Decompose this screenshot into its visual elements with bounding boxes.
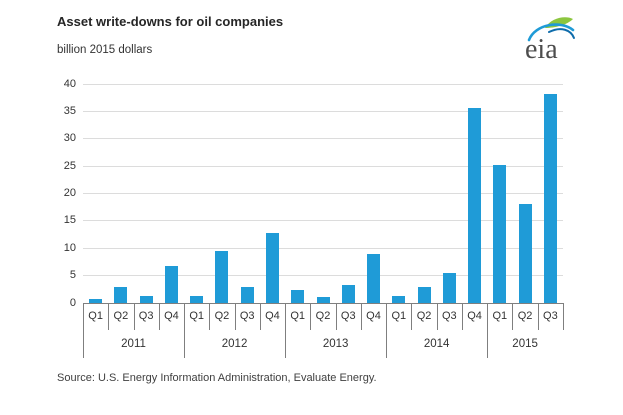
gridline-y-35 [83, 110, 563, 112]
eia-logo: eia [525, 17, 575, 65]
year-label-2014: 2014 [423, 338, 450, 350]
y-axis-tick-label: 35 [63, 104, 76, 117]
quarter-label-2015-Q1: Q1 [492, 310, 508, 322]
year-label-2015: 2015 [512, 338, 538, 350]
quarter-label-2012-Q3: Q3 [239, 310, 255, 322]
quarter-label-2014-Q3: Q3 [441, 310, 457, 322]
quarter-separator [537, 304, 539, 330]
bar-2014-Q1 [392, 296, 406, 303]
chart-units-subtitle: billion 2015 dollars [57, 44, 153, 56]
quarter-separator [234, 304, 236, 330]
bar-2011-Q2 [114, 286, 128, 303]
year-label-2012: 2012 [221, 338, 248, 350]
bar-2012-Q2 [215, 250, 229, 303]
year-group-separator [83, 304, 84, 358]
quarter-separator [259, 304, 261, 330]
quarter-separator [133, 304, 135, 330]
bar-2015-Q2 [518, 204, 532, 303]
quarter-separator [158, 304, 160, 330]
eia-logo-text: eia [525, 34, 558, 65]
bar-2013-Q2 [316, 296, 330, 303]
y-axis-tick-label: 40 [63, 77, 76, 90]
quarter-separator [411, 304, 413, 330]
y-axis-tick-label: 0 [69, 296, 76, 309]
bar-2013-Q1 [291, 289, 305, 303]
quarter-label-2011-Q1: Q1 [88, 310, 103, 322]
quarter-separator [461, 304, 463, 330]
bar-2011-Q4 [164, 266, 178, 303]
eia-logo-swoosh-icon [527, 23, 575, 42]
gridline-y-20 [83, 193, 563, 194]
quarter-label-2015-Q2: Q2 [517, 310, 533, 322]
quarter-label-2015-Q3: Q3 [543, 310, 558, 322]
quarter-separator [563, 304, 564, 330]
y-axis-tick-label: 25 [63, 159, 76, 172]
quarter-label-2013-Q4: Q4 [366, 310, 381, 322]
eia-logo-swoosh2-icon [548, 28, 575, 39]
quarter-label-2011-Q4: Q4 [164, 310, 179, 322]
quarter-label-2013-Q2: Q2 [315, 310, 331, 322]
quarter-label-2014-Q1: Q1 [391, 310, 407, 322]
bar-2012-Q3 [240, 287, 254, 303]
bar-2014-Q3 [442, 273, 456, 303]
bar-2014-Q4 [468, 107, 482, 303]
bar-2013-Q4 [367, 253, 381, 303]
y-axis-tick-label: 20 [63, 187, 76, 199]
year-group-separator [487, 304, 489, 358]
chart-title: Asset write-downs for oil companies [57, 14, 284, 29]
quarter-label-2013-Q3: Q3 [340, 310, 356, 322]
y-axis-tick-label: 10 [63, 241, 76, 254]
bar-2013-Q3 [341, 284, 355, 303]
gridline-y-30 [83, 138, 563, 140]
gridline-y-25 [83, 165, 563, 167]
year-label-2013: 2013 [322, 338, 349, 350]
quarter-label-2013-Q1: Q1 [290, 310, 306, 322]
gridline-y-5 [83, 275, 563, 277]
quarter-label-2011-Q2: Q2 [113, 310, 129, 322]
bar-2011-Q1 [89, 298, 103, 303]
year-group-separator [285, 304, 287, 358]
quarter-label-2012-Q2: Q2 [214, 310, 230, 322]
quarter-separator [512, 304, 514, 330]
year-label-2011: 2011 [121, 338, 146, 350]
source-note: Source: U.S. Energy Information Administ… [57, 372, 377, 384]
quarter-label-2014-Q4: Q4 [467, 310, 482, 322]
x-axis-line [83, 303, 564, 304]
bar-2012-Q1 [190, 295, 204, 303]
quarter-separator [108, 304, 110, 330]
gridline-y-40 [83, 83, 563, 85]
bar-2014-Q2 [417, 287, 431, 303]
year-group-separator [386, 304, 388, 358]
bar-2012-Q4 [265, 233, 279, 303]
bar-2015-Q3 [543, 93, 557, 303]
quarter-label-2012-Q1: Q1 [189, 310, 205, 322]
y-axis-tick-label: 5 [69, 269, 76, 282]
quarter-label-2014-Q2: Q2 [416, 310, 432, 322]
y-axis-tick-label: 15 [63, 214, 76, 227]
quarter-separator [436, 304, 438, 330]
year-group-separator [184, 304, 186, 358]
quarter-separator [310, 304, 312, 330]
bar-2015-Q1 [493, 165, 507, 303]
quarter-separator [209, 304, 211, 330]
quarter-separator [335, 304, 337, 330]
quarter-label-2011-Q3: Q3 [138, 310, 154, 322]
gridline-y-15 [83, 220, 563, 222]
gridline-y-10 [83, 247, 563, 249]
y-axis-tick-label: 30 [63, 132, 76, 145]
bar-2011-Q3 [139, 296, 153, 303]
quarter-label-2012-Q4: Q4 [265, 310, 280, 322]
quarter-separator [360, 304, 362, 330]
